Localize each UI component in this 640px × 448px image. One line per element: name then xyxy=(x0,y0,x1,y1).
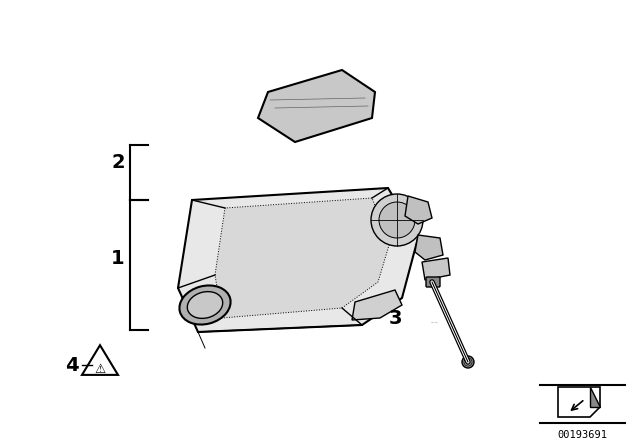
Polygon shape xyxy=(405,196,432,224)
Text: 4: 4 xyxy=(65,356,79,375)
Text: 3: 3 xyxy=(388,309,402,327)
Polygon shape xyxy=(215,198,390,318)
Ellipse shape xyxy=(179,285,230,324)
Ellipse shape xyxy=(188,292,223,319)
Circle shape xyxy=(464,358,472,366)
Polygon shape xyxy=(82,345,118,375)
Text: ⚠: ⚠ xyxy=(94,362,106,375)
Polygon shape xyxy=(422,258,450,280)
Polygon shape xyxy=(590,387,600,407)
FancyBboxPatch shape xyxy=(426,277,440,287)
Circle shape xyxy=(462,356,474,368)
Circle shape xyxy=(371,194,423,246)
Text: 2: 2 xyxy=(111,152,125,172)
Text: 00193691: 00193691 xyxy=(557,430,607,440)
Circle shape xyxy=(379,202,415,238)
Polygon shape xyxy=(352,290,402,320)
Text: 1: 1 xyxy=(111,249,125,267)
Polygon shape xyxy=(178,188,418,332)
Polygon shape xyxy=(558,387,600,417)
Polygon shape xyxy=(415,235,443,260)
Polygon shape xyxy=(258,70,375,142)
